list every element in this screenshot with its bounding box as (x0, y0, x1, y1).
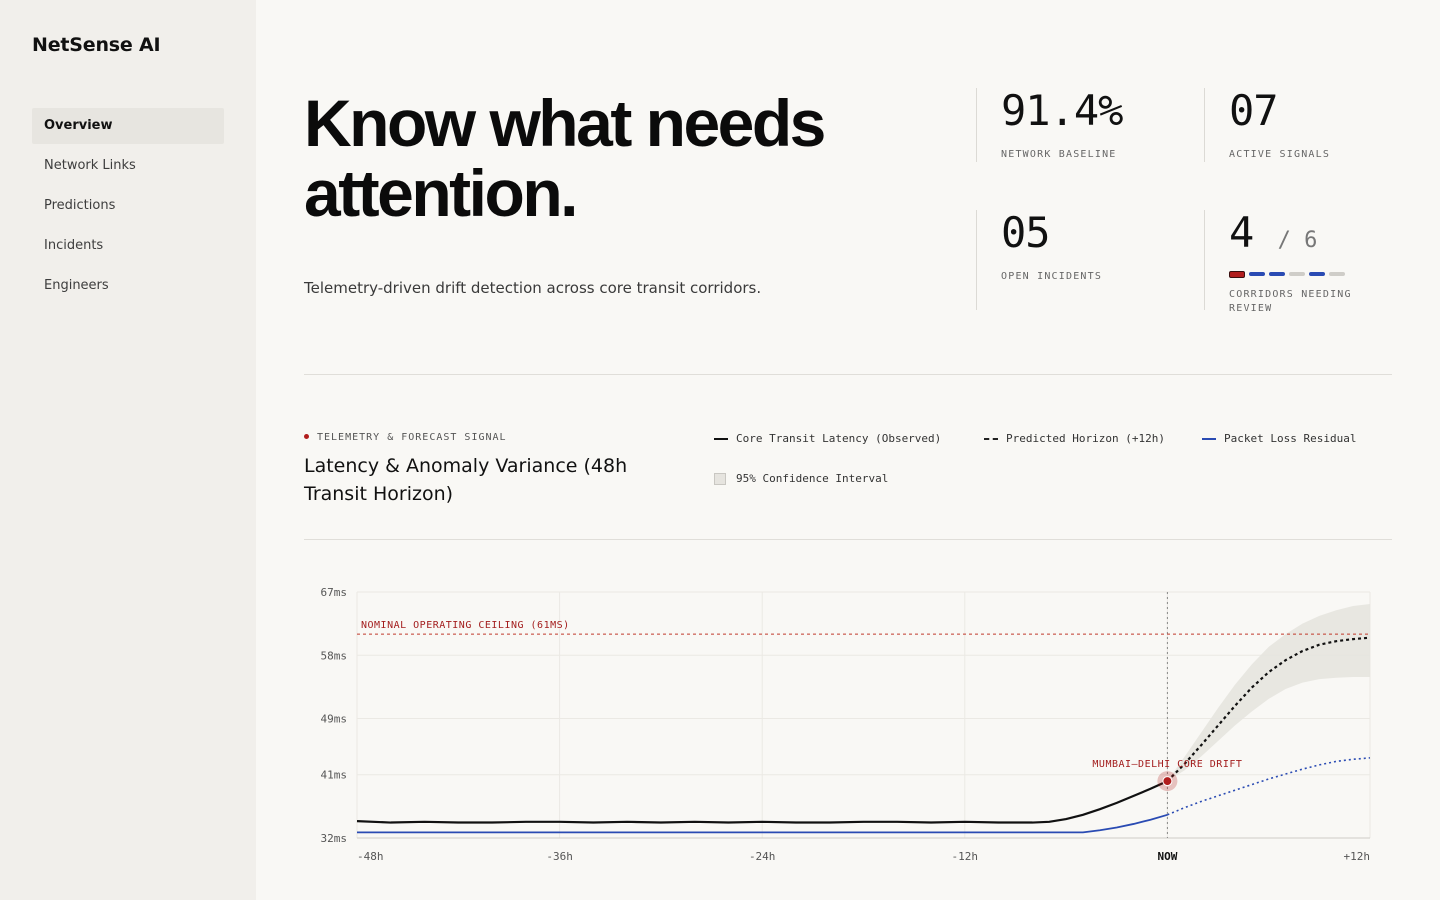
sidebar-item-incidents[interactable]: Incidents (44, 238, 104, 253)
stat-label: CORRIDORS NEEDING REVIEW (1229, 289, 1352, 314)
stat-value: 4 / 6 (1229, 210, 1399, 264)
y-tick-label: 67ms (321, 586, 348, 599)
segment-review (1309, 272, 1325, 276)
blue-line-icon (1202, 437, 1216, 440)
legend-observed[interactable]: Core Transit Latency (Observed) (714, 432, 941, 445)
stat-label: OPEN INCIDENTS (1001, 271, 1103, 282)
segment-normal (1329, 272, 1345, 276)
chart-title: Latency & Anomaly Variance (48h Transit … (304, 455, 628, 505)
stat-value: 05 (1001, 208, 1051, 257)
x-tick-label: -24h (749, 850, 776, 863)
x-tick-label: NOW (1157, 850, 1177, 863)
divider (304, 374, 1392, 375)
stat-open-incidents: 05 OPEN INCIDENTS (976, 210, 1201, 310)
series-predicted-horizon (1166, 636, 1371, 782)
legend-confidence[interactable]: 95% Confidence Interval (714, 472, 888, 485)
confidence-band (1167, 603, 1370, 782)
legend-label: Core Transit Latency (Observed) (736, 432, 942, 445)
corridor-segments (1229, 271, 1399, 278)
status-dot-icon (304, 433, 309, 439)
sidebar-item-overview[interactable]: Overview (32, 108, 224, 144)
drift-annotation-label: MUMBAI–DELHI CORE DRIFT (1092, 759, 1242, 770)
y-tick-label: 41ms (321, 769, 348, 782)
solid-line-icon (714, 437, 728, 440)
legend-label: Packet Loss Residual (1224, 432, 1357, 445)
y-tick-label: 49ms (321, 713, 348, 726)
series-packet-loss (357, 813, 1168, 834)
legend-packet-loss[interactable]: Packet Loss Residual (1202, 432, 1356, 445)
stat-total: / 6 (1277, 228, 1318, 253)
segment-normal (1289, 272, 1305, 276)
chart-kicker: TELEMETRY & FORECAST SIGNAL (304, 432, 507, 443)
sidebar-item-engineers[interactable]: Engineers (44, 278, 109, 293)
stat-corridors-review: 4 / 6 CORRIDORS NEEDING REVIEW (1204, 210, 1399, 314)
x-tick-label: -12h (952, 850, 979, 863)
y-tick-label: 58ms (321, 649, 348, 662)
x-tick-label: -36h (546, 850, 573, 863)
shaded-box-icon (714, 472, 726, 485)
stat-network-baseline: 91.4% NETWORK BASELINE (976, 88, 1201, 162)
series-packet-loss-forecast (1167, 757, 1371, 816)
segment-critical (1229, 271, 1245, 278)
sidebar: NetSense AI Overview Network Links Predi… (0, 0, 256, 900)
stat-label: ACTIVE SIGNALS (1229, 149, 1331, 160)
drift-marker (1162, 776, 1173, 787)
brand-logo[interactable]: NetSense AI (32, 34, 161, 56)
stat-count: 4 (1229, 208, 1254, 257)
sidebar-nav: Overview Network Links Predictions Incid… (32, 108, 224, 308)
latency-chart: 67ms 58ms 49ms 41ms 32ms -48h -36h -24h -12h NOW +… (321, 586, 1371, 863)
legend-label: 95% Confidence Interval (736, 472, 889, 485)
stat-value: 07 (1229, 86, 1279, 135)
page-subtitle: Telemetry-driven drift detection across … (304, 279, 762, 297)
legend-predicted[interactable]: Predicted Horizon (+12h) (984, 432, 1165, 445)
y-tick-label: 32ms (321, 832, 348, 845)
legend-label: Predicted Horizon (+12h) (1006, 432, 1165, 445)
stat-label: NETWORK BASELINE (1001, 149, 1117, 160)
segment-review (1269, 272, 1285, 276)
divider (304, 539, 1392, 540)
x-tick-label: -48h (357, 850, 384, 863)
stat-active-signals: 07 ACTIVE SIGNALS (1204, 88, 1429, 162)
segment-review (1249, 272, 1265, 276)
page-title: Know what needs attention. (304, 86, 826, 230)
dashed-line-icon (984, 437, 998, 440)
series-observed-latency (356, 780, 1168, 824)
sidebar-item-network-links[interactable]: Network Links (44, 158, 136, 173)
x-tick-label: +12h (1344, 850, 1371, 863)
sidebar-item-predictions[interactable]: Predictions (44, 198, 116, 213)
chart-kicker-text: TELEMETRY & FORECAST SIGNAL (317, 432, 507, 443)
stat-value: 91.4% (1001, 86, 1123, 135)
threshold-label: NOMINAL OPERATING CEILING (61MS) (361, 620, 570, 631)
